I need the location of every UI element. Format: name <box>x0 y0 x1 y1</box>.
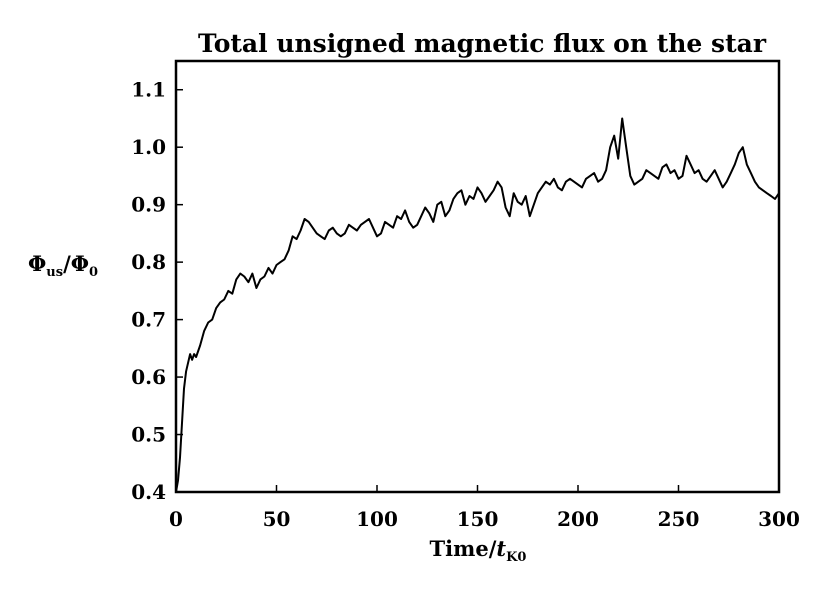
plot-frame <box>174 59 781 494</box>
x-axis-label-sub: K0 <box>506 550 526 565</box>
x-tick-label: 150 <box>457 507 499 531</box>
y-tick-label: 1.1 <box>131 78 166 102</box>
chart-title: Total unsigned magnetic flux on the star <box>198 29 767 58</box>
y-axis-label-sub: us <box>46 265 63 280</box>
x-tick-label: 300 <box>758 507 800 531</box>
y-tick-label: 0.4 <box>131 480 166 504</box>
y-axis-label-mid: /Φ <box>63 251 89 276</box>
y-axis-ticks: 0.4 0.5 0.6 0.7 0.8 0.9 1.0 1.1 <box>131 78 183 504</box>
flux-series-line <box>175 117 780 493</box>
y-tick-label: 0.9 <box>131 193 166 217</box>
y-tick-label: 0.6 <box>131 365 166 389</box>
x-axis-ticks: 0 50 100 150 200 250 300 <box>169 485 800 531</box>
x-tick-label: 50 <box>263 507 291 531</box>
x-tick-label: 0 <box>169 507 183 531</box>
x-tick-label: 200 <box>557 507 599 531</box>
x-tick-label: 250 <box>658 507 700 531</box>
x-axis-label-main: Time/ <box>430 536 497 561</box>
y-tick-label: 0.7 <box>131 308 166 332</box>
y-tick-label: 0.5 <box>131 423 166 447</box>
x-axis-label: Time/tK0 <box>430 536 527 565</box>
y-axis-label-sub2: 0 <box>89 265 98 280</box>
y-axis-label: Φus/Φ0 <box>28 251 98 280</box>
x-axis-label-var: t <box>496 536 506 561</box>
y-tick-label: 1.0 <box>131 135 166 159</box>
x-tick-label: 100 <box>356 507 398 531</box>
y-tick-label: 0.8 <box>131 250 166 274</box>
y-axis-label-main: Φ <box>28 251 46 276</box>
